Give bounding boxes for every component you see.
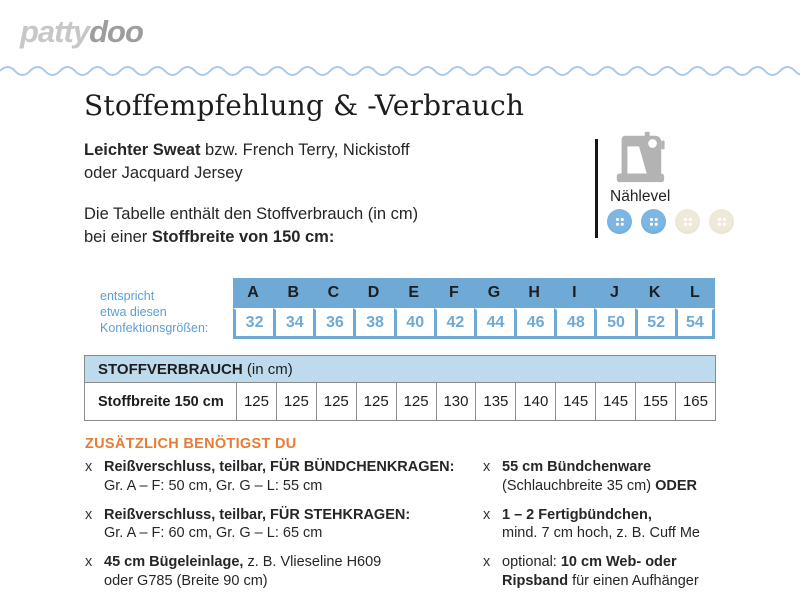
page-title: Stoffempfehlung & -Verbrauch bbox=[84, 89, 525, 122]
item-text: Reißverschluss, teilbar, FÜR BÜNDCHENKRA… bbox=[104, 459, 455, 494]
consumption-header: STOFFVERBRAUCH (in cm) bbox=[84, 355, 716, 383]
consumption-cell: 135 bbox=[475, 382, 517, 421]
size-letter-cell: H bbox=[514, 278, 555, 308]
extras-heading: ZUSÄTZLICH BENÖTIGST DU bbox=[85, 436, 297, 452]
consumption-cell: 140 bbox=[515, 382, 557, 421]
consumption-header-bold: STOFFVERBRAUCH bbox=[98, 360, 243, 378]
item-marker: x bbox=[85, 459, 93, 475]
size-number-cell: 50 bbox=[594, 308, 635, 339]
size-letter-cell: G bbox=[473, 278, 515, 308]
consumption-cell: 145 bbox=[595, 382, 637, 421]
consumption-header-rest: (in cm) bbox=[242, 360, 293, 378]
size-number-cell: 42 bbox=[433, 308, 474, 339]
consumption-cell: 125 bbox=[275, 382, 317, 421]
item-text: 45 cm Bügeleinlage, z. B. Vlieseline H60… bbox=[104, 554, 382, 589]
button-holes-icon bbox=[717, 217, 721, 221]
list-item: x Reißverschluss, teilbar, FÜR BÜNDCHENK… bbox=[85, 458, 480, 495]
list-item: x 45 cm Bügeleinlage, z. B. Vlieseline H… bbox=[85, 553, 480, 590]
item-marker: x bbox=[85, 554, 93, 570]
consumption-cell: 155 bbox=[635, 382, 676, 421]
sidebar-divider bbox=[595, 139, 598, 238]
list-item: x 1 – 2 Fertigbündchen, mind. 7 cm hoch,… bbox=[483, 506, 798, 543]
item-text: Reißverschluss, teilbar, FÜR STEHKRAGEN:… bbox=[104, 506, 411, 542]
fabric-width-label: Stoffbreite 150 cm bbox=[84, 382, 237, 421]
size-number-cell: 32 bbox=[233, 308, 274, 339]
button-icon bbox=[675, 209, 700, 234]
list-item: x optional: 10 cm Web- oder Ripsband für… bbox=[483, 553, 798, 590]
naehlevel-label: Nählevel bbox=[610, 188, 671, 205]
size-number-cell: 34 bbox=[273, 308, 314, 339]
consumption-cell: 145 bbox=[555, 382, 597, 421]
size-table: A B C D E F G H I J K L 32 34 36 38 40 4… bbox=[233, 278, 715, 339]
consumption-header-row: STOFFVERBRAUCH (in cm) bbox=[84, 355, 716, 383]
intro-line2-pre: bei einer bbox=[84, 228, 152, 246]
item-text: optional: 10 cm Web- oder Ripsband für e… bbox=[502, 554, 699, 589]
size-number-cell: 36 bbox=[313, 308, 354, 339]
consumption-data-row: Stoffbreite 150 cm 125 125 125 125 125 1… bbox=[84, 382, 717, 421]
size-number-cell: 48 bbox=[554, 308, 595, 339]
size-number-cell: 54 bbox=[674, 308, 715, 339]
consumption-cell: 165 bbox=[674, 382, 717, 421]
table-intro: Die Tabelle enthält den Stoffverbrauch (… bbox=[84, 203, 418, 249]
sewing-machine-icon bbox=[616, 131, 665, 183]
size-number-cell: 46 bbox=[514, 308, 555, 339]
size-number-cell: 44 bbox=[473, 308, 515, 339]
caption-line3: Konfektionsgrößen: bbox=[100, 321, 209, 335]
fabric-rest: bzw. French Terry, Nickistoff bbox=[200, 141, 410, 159]
extras-list-left: x Reißverschluss, teilbar, FÜR BÜNDCHENK… bbox=[85, 458, 480, 600]
size-letter-cell: L bbox=[674, 278, 715, 308]
size-letter-cell: F bbox=[433, 278, 474, 308]
size-letter-cell: D bbox=[353, 278, 394, 308]
intro-line1: Die Tabelle enthält den Stoffverbrauch (… bbox=[84, 205, 419, 223]
item-marker: x bbox=[483, 554, 491, 570]
button-icon bbox=[641, 209, 666, 234]
logo-part1: patty bbox=[20, 14, 90, 49]
button-icon bbox=[709, 209, 734, 234]
size-letter-cell: K bbox=[634, 278, 675, 308]
consumption-cell: 125 bbox=[315, 382, 357, 421]
pattydoo-logo: pattydoo bbox=[20, 14, 144, 50]
consumption-cell: 125 bbox=[395, 382, 437, 421]
list-item: x 55 cm Bündchenware (Schlauchbreite 35 … bbox=[483, 458, 798, 495]
item-marker: x bbox=[85, 506, 93, 523]
button-icon bbox=[607, 209, 632, 234]
caption-line1: entspricht bbox=[100, 289, 155, 303]
fabric-line2: oder Jacquard Jersey bbox=[84, 164, 243, 182]
list-item: x Reißverschluss, teilbar, FÜR STEHKRAGE… bbox=[85, 506, 480, 543]
intro-line2-bold: Stoffbreite von 150 cm: bbox=[151, 228, 335, 246]
logo-part2: doo bbox=[89, 14, 144, 49]
item-text: 1 – 2 Fertigbündchen, mind. 7 cm hoch, z… bbox=[502, 506, 700, 542]
size-letter-cell: E bbox=[393, 278, 434, 308]
button-holes-icon bbox=[615, 217, 619, 221]
consumption-cell: 125 bbox=[236, 382, 277, 421]
size-table-caption: entspricht etwa diesen Konfektionsgrößen… bbox=[100, 288, 208, 336]
fabric-recommendation: Leichter Sweat bzw. French Terry, Nickis… bbox=[84, 139, 410, 185]
consumption-table: STOFFVERBRAUCH (in cm) Stoffbreite 150 c… bbox=[84, 355, 717, 421]
button-holes-icon bbox=[649, 217, 653, 221]
size-number-row: 32 34 36 38 40 42 44 46 48 50 52 54 bbox=[233, 308, 715, 339]
consumption-cell: 125 bbox=[355, 382, 397, 421]
size-letter-cell: C bbox=[313, 278, 354, 308]
size-letter-cell: I bbox=[554, 278, 595, 308]
size-letter-row: A B C D E F G H I J K L bbox=[233, 278, 715, 308]
size-letter-cell: A bbox=[233, 278, 274, 308]
skill-level-buttons bbox=[607, 209, 734, 234]
size-number-cell: 40 bbox=[393, 308, 434, 339]
size-number-cell: 52 bbox=[634, 308, 675, 339]
wave-divider bbox=[0, 66, 800, 76]
fabric-bold: Leichter Sweat bbox=[84, 141, 201, 159]
size-letter-cell: J bbox=[594, 278, 635, 308]
caption-line2: etwa diesen bbox=[100, 305, 167, 319]
item-text: 55 cm Bündchenware (Schlauchbreite 35 cm… bbox=[502, 459, 698, 494]
item-marker: x bbox=[483, 459, 491, 475]
extras-list-right: x 55 cm Bündchenware (Schlauchbreite 35 … bbox=[483, 458, 798, 600]
item-marker: x bbox=[483, 506, 491, 523]
size-number-cell: 38 bbox=[353, 308, 394, 339]
consumption-cell: 130 bbox=[435, 382, 477, 421]
size-letter-cell: B bbox=[273, 278, 314, 308]
button-holes-icon bbox=[683, 217, 687, 221]
